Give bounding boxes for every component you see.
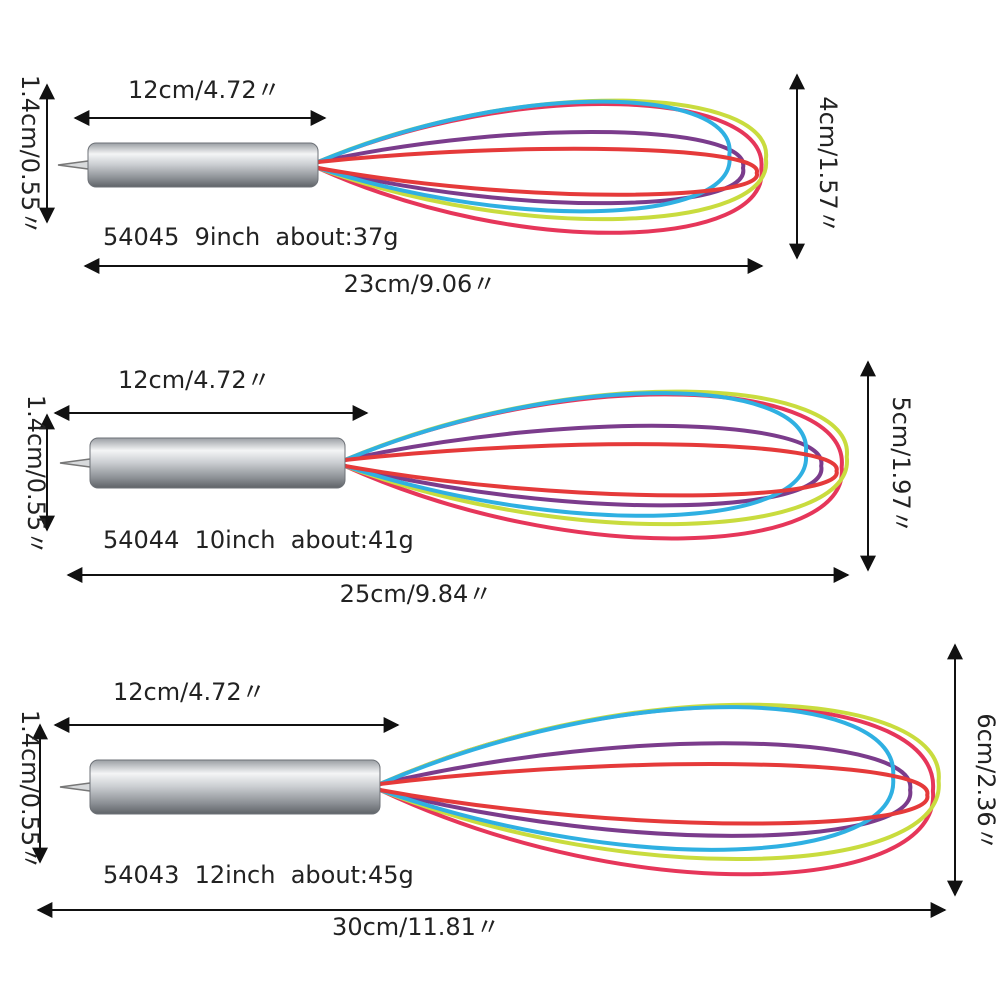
- wire-loop: [317, 99, 732, 214]
- head-width: 5cm/1.97〃: [887, 396, 915, 533]
- handle: [87, 142, 319, 188]
- total-length: 23cm/9.06〃: [344, 270, 497, 298]
- handle-diameter: 1.4cm/0.55〃: [22, 395, 50, 555]
- head-width: 6cm/2.36〃: [972, 713, 1000, 850]
- model-label: 54044 10inch about:41g: [103, 526, 414, 554]
- handle-diameter: 1.4cm/0.55〃: [16, 710, 44, 870]
- hanging-hook: [57, 160, 89, 170]
- total-length: 25cm/9.84〃: [340, 580, 493, 608]
- model-label: 54045 9inch about:37g: [103, 223, 399, 251]
- handle-diameter: 1.4cm/0.55〃: [16, 75, 44, 235]
- wire-loop: [317, 129, 746, 206]
- whisker: [59, 389, 849, 541]
- hanging-hook: [59, 782, 91, 792]
- model-label: 54043 12inch about:45g: [103, 861, 414, 889]
- handle: [89, 437, 346, 489]
- wire-loop: [379, 762, 930, 826]
- whisker: [59, 702, 941, 877]
- wire-loop: [317, 146, 759, 197]
- wire-loop: [379, 741, 913, 838]
- wire-loop: [344, 423, 824, 508]
- handle-length: 12cm/4.72〃: [128, 76, 281, 104]
- hanging-hook: [59, 458, 91, 468]
- wire-loop: [317, 102, 764, 235]
- head-width: 4cm/1.57〃: [814, 96, 842, 233]
- wire-loop: [379, 705, 896, 852]
- total-length: 30cm/11.81〃: [332, 913, 500, 941]
- whisker: [57, 98, 768, 235]
- handle: [89, 759, 381, 815]
- handle-length: 12cm/4.72〃: [113, 678, 266, 706]
- handle-length: 12cm/4.72〃: [118, 366, 271, 394]
- wire-loop: [344, 442, 839, 498]
